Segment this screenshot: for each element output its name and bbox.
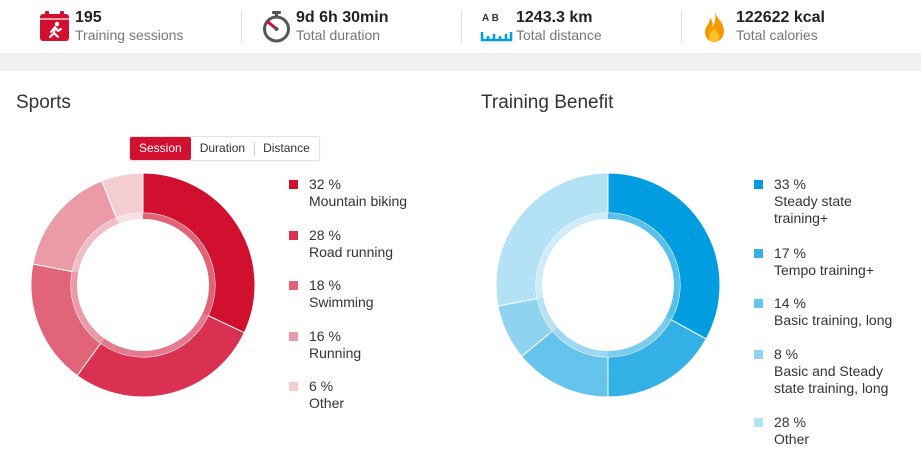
legend-swatch (754, 350, 763, 359)
stat-total-calories: 122622 kcal Total calories (700, 8, 880, 46)
benefit-slice-0[interactable] (607, 172, 721, 340)
training-benefit-donut-chart (495, 172, 721, 398)
legend-swatch (754, 249, 763, 258)
legend-percent: 16 % (309, 328, 341, 344)
legend-percent: 18 % (309, 277, 341, 293)
benefit-inner-ring-1 (608, 316, 672, 357)
section-gap (0, 53, 921, 71)
legend-swatch (289, 231, 298, 240)
sports-metric-toggle: Session Duration Distance (129, 136, 320, 161)
benefit-slice-4[interactable] (495, 172, 609, 307)
tab-session[interactable]: Session (130, 137, 191, 160)
sports-inner-ring-1 (100, 313, 209, 357)
benefit-inner-ring-3 (537, 297, 558, 331)
distance-icon: A B (480, 13, 513, 42)
legend-name: Tempo training+ (774, 262, 875, 278)
distance-icon-text: A B (482, 13, 499, 24)
stat-value: 195 (75, 9, 102, 26)
legend-percent: 28 % (309, 227, 341, 243)
legend-swatch (289, 332, 298, 341)
sports-slice-0[interactable] (142, 172, 256, 334)
legend-swatch (289, 281, 298, 290)
legend-name: Other (309, 395, 345, 411)
legend-swatch (754, 180, 763, 189)
divider (241, 10, 242, 43)
legend-name: Swimming (309, 294, 374, 310)
legend-percent: 17 % (774, 245, 806, 261)
legend-name: Basic and Steady state training, long (774, 363, 889, 396)
sports-donut-chart (30, 172, 256, 398)
stat-label: Training sessions (75, 27, 184, 43)
training-benefit-title: Training Benefit (481, 92, 614, 113)
sports-inner-ring-0 (143, 213, 216, 316)
legend-percent: 6 % (309, 378, 334, 394)
legend-percent: 33 % (774, 176, 806, 192)
stat-label: Total calories (736, 27, 818, 43)
sports-inner-ring-3 (72, 218, 119, 273)
sports-inner-ring-2 (71, 271, 105, 344)
legend-percent: 32 % (309, 176, 341, 192)
sports-slice-1[interactable] (76, 314, 246, 398)
flame-icon (705, 12, 724, 42)
legend-name: Running (309, 345, 362, 361)
stat-training-sessions: 195 Training sessions (39, 8, 219, 46)
stat-value: 122622 kcal (736, 9, 825, 26)
benefit-inner-ring-0 (608, 213, 680, 320)
stat-label: Total duration (296, 27, 381, 43)
legend-swatch (289, 382, 298, 391)
training-session-icon (40, 11, 69, 41)
divider (461, 10, 462, 43)
legend-swatch (289, 180, 298, 189)
legend-name: Steady state training+ (774, 193, 852, 226)
stat-value: 1243.3 km (516, 9, 593, 26)
legend-percent: 8 % (774, 346, 799, 362)
benefit-inner-ring-2 (552, 327, 608, 357)
stopwatch-icon (263, 11, 290, 43)
legend-name: Road running (309, 244, 394, 260)
stat-total-duration: 9d 6h 30min Total duration (260, 8, 440, 46)
sports-inner-ring-4 (116, 213, 143, 224)
sports-title: Sports (16, 92, 71, 113)
legend-percent: 28 % (774, 414, 806, 430)
summary-stats-bar: 195 Training sessions 9d 6h 30min Total … (0, 0, 921, 53)
divider (681, 10, 682, 43)
stat-value: 9d 6h 30min (296, 9, 389, 26)
legend-name: Other (774, 431, 810, 447)
legend-swatch (754, 299, 763, 308)
stat-label: Total distance (516, 27, 602, 43)
tab-duration[interactable]: Duration (199, 141, 246, 155)
stat-total-distance: A B 1243.3 km Total distance (480, 8, 660, 46)
legend-swatch (754, 418, 763, 427)
legend-name: Mountain biking (309, 193, 408, 209)
legend-name: Basic training, long (774, 312, 893, 328)
tab-distance[interactable]: Distance (254, 137, 319, 160)
legend-percent: 14 % (774, 295, 806, 311)
